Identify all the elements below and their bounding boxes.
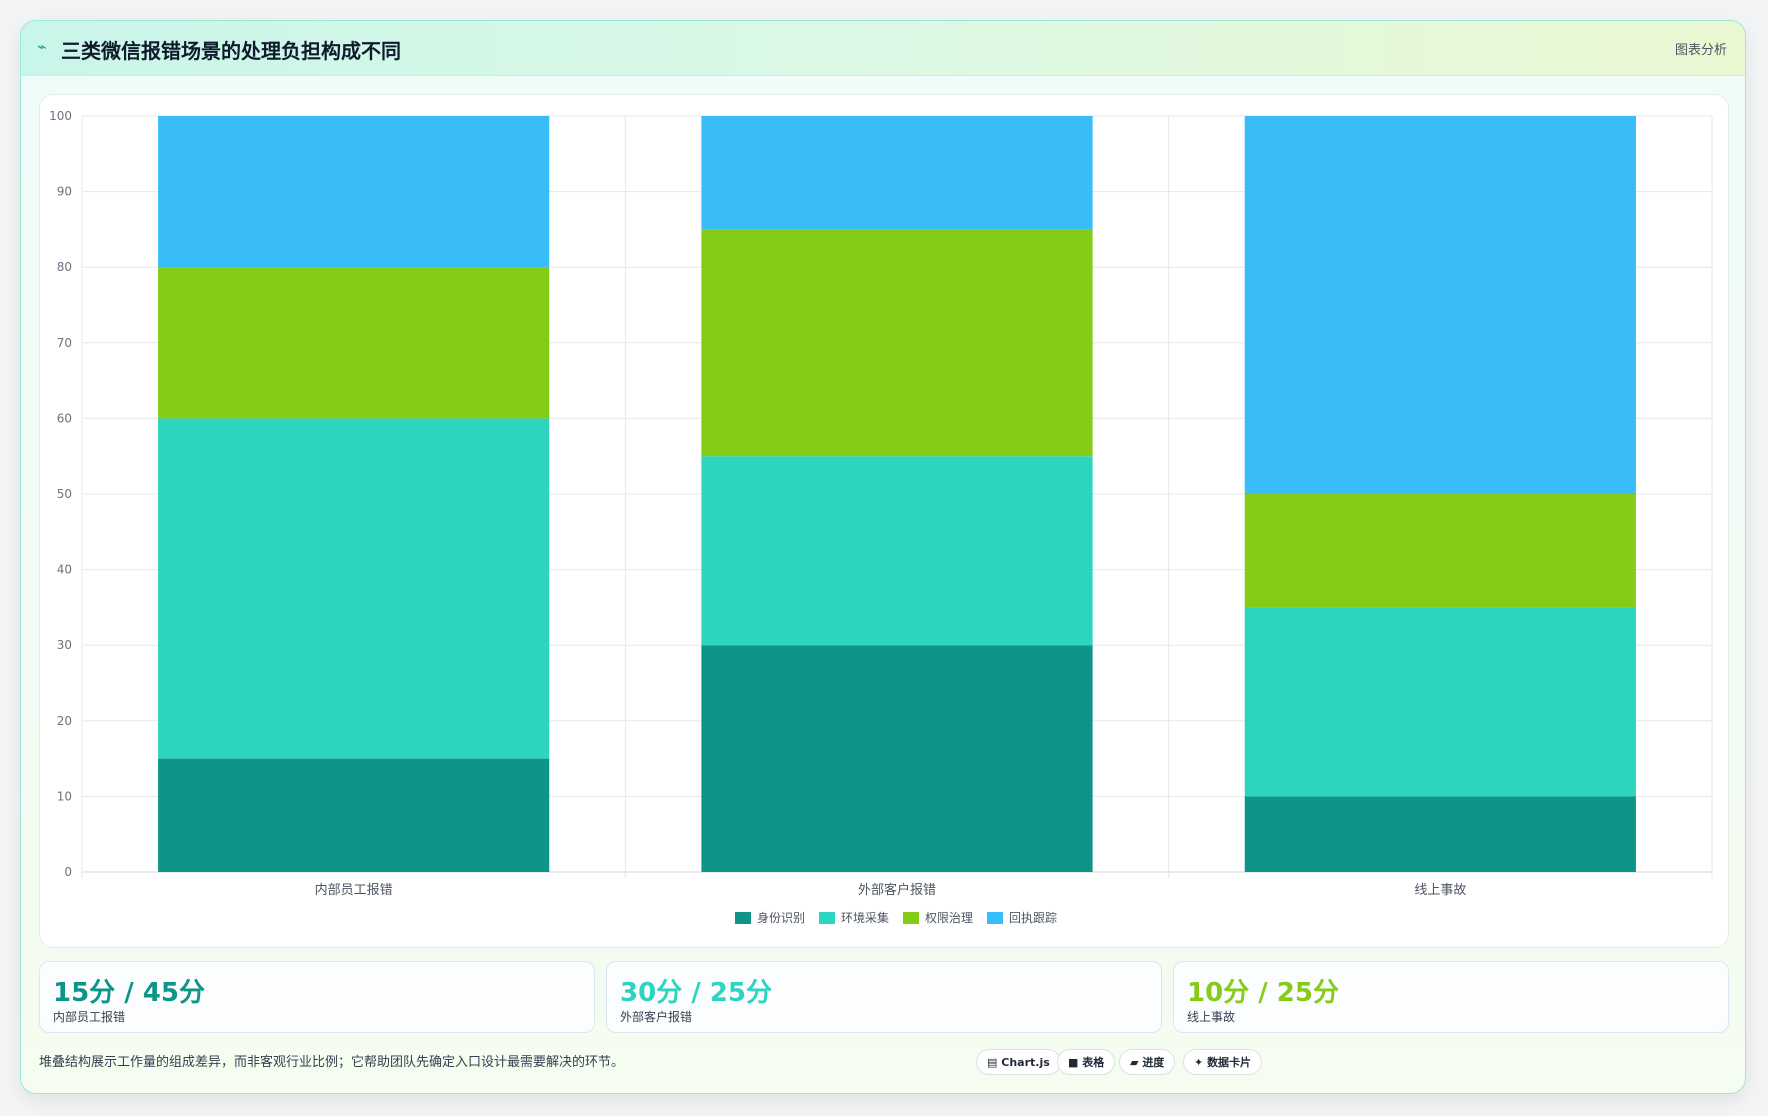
chart-card: ⌁ 三类微信报错场景的处理负担构成不同 图表分析 0 10 20 30 40 50 60 70… [20, 20, 1746, 1094]
y-tick-label: 90 [57, 185, 72, 199]
stat-card-internal: 15分 / 45分 内部员工报错 [39, 961, 595, 1033]
x-tick-label: 外部客户报错 [858, 882, 936, 898]
bar-segment [701, 229, 1093, 457]
bar-segment [701, 645, 1093, 872]
bar-segment [1244, 796, 1636, 872]
chip-label: 表格 [1082, 1056, 1105, 1069]
progress-icon: ▰ [1130, 1056, 1139, 1069]
stat-value: 15分 / 45分 [53, 978, 205, 1008]
stacked-bar-chart: 0 10 20 30 40 50 60 70 80 90 100 内部员工报错 外部客户报错 线上事故身份… [49, 109, 1713, 925]
chip-table[interactable]: ■ 表格 [1057, 1049, 1116, 1075]
sparkle-icon: ✦ [1194, 1056, 1204, 1069]
bar-segment [158, 116, 550, 268]
bar-segment [1244, 116, 1636, 494]
chip-label: Chart.js [1001, 1056, 1050, 1069]
x-tick-label: 内部员工报错 [315, 882, 393, 898]
legend-label: 身份识别 [757, 910, 805, 925]
legend-swatch [735, 912, 751, 924]
bar-segment [701, 456, 1093, 646]
legend-swatch [987, 912, 1003, 924]
y-tick-label: 40 [57, 563, 72, 577]
stat-card-external: 30分 / 25分 外部客户报错 [606, 961, 1162, 1033]
chip-chartjs[interactable]: ▤ Chart.js [976, 1049, 1061, 1075]
stat-label: 内部员工报错 [53, 1010, 126, 1024]
stat-value: 30分 / 25分 [620, 978, 772, 1008]
wave-icon: ⌁ [37, 37, 47, 56]
stat-value: 10分 / 25分 [1187, 978, 1339, 1008]
bar-segment [158, 758, 550, 872]
bar-segment [158, 418, 550, 759]
card-header: ⌁ 三类微信报错场景的处理负担构成不同 图表分析 [21, 21, 1745, 76]
chip-data-cards[interactable]: ✦ 数据卡片 [1183, 1049, 1263, 1075]
chip-label: 进度 [1142, 1056, 1165, 1069]
stat-card-incident: 10分 / 25分 线上事故 [1173, 961, 1729, 1033]
analysis-tag[interactable]: 图表分析 [1674, 43, 1727, 58]
legend-label: 回执跟踪 [1009, 911, 1057, 925]
y-tick-label: 100 [49, 109, 72, 123]
y-tick-label: 10 [57, 789, 72, 803]
y-tick-label: 80 [57, 260, 72, 274]
stat-label: 线上事故 [1187, 1010, 1236, 1024]
chip-progress[interactable]: ▰ 进度 [1119, 1049, 1176, 1075]
y-tick-label: 30 [57, 638, 72, 652]
table-icon: ■ [1068, 1056, 1079, 1069]
bar-segment [701, 116, 1093, 230]
y-tick-label: 70 [57, 336, 72, 350]
chart-title: 三类微信报错场景的处理负担构成不同 [61, 39, 401, 63]
y-tick-label: 60 [57, 411, 72, 425]
bar-segment [1244, 494, 1636, 608]
legend-swatch [903, 912, 919, 924]
legend-swatch [819, 912, 835, 924]
y-tick-label: 0 [64, 865, 72, 879]
chip-label: 数据卡片 [1207, 1056, 1252, 1069]
stat-label: 外部客户报错 [620, 1010, 693, 1024]
y-tick-label: 20 [57, 714, 72, 728]
bar-segment [1244, 607, 1636, 797]
chart-icon: ▤ [987, 1056, 998, 1069]
chart-footnote: 堆叠结构展示工作量的组成差异，而非客观行业比例；它帮助团队先确定入口设计最需要解… [39, 1055, 625, 1070]
bar-segment [158, 267, 550, 419]
chart-panel: 0 10 20 30 40 50 60 70 80 90 100 内部员工报错 外部客户报错 线上事故身份… [39, 94, 1729, 948]
y-tick-label: 50 [57, 487, 72, 501]
x-tick-label: 线上事故 [1414, 883, 1466, 898]
legend-label: 权限治理 [925, 911, 973, 925]
legend-label: 环境采集 [841, 910, 889, 925]
